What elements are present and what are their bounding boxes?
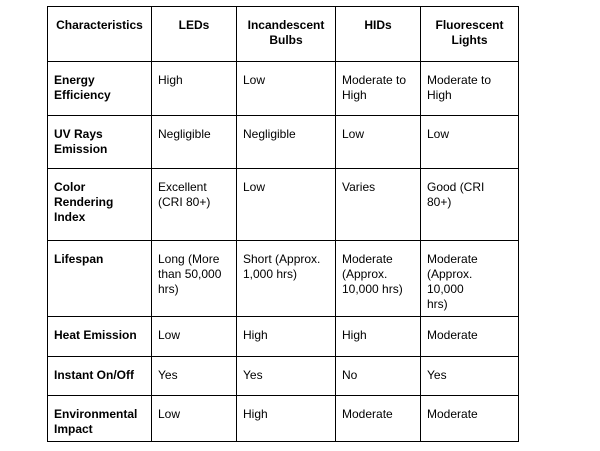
- table-cell: Moderate: [335, 395, 421, 442]
- table-cell: Yes: [151, 356, 237, 396]
- table-cell: High: [151, 61, 237, 116]
- table-row-heat-emission: Heat Emission Low High High Moderate: [47, 316, 519, 357]
- table-cell: Low: [335, 115, 421, 169]
- table-cell: Short (Approx. 1,000 hrs): [236, 240, 336, 317]
- row-label-uv-rays-emission: UV Rays Emission: [47, 115, 152, 169]
- table-cell: Low: [151, 316, 237, 357]
- table-cell: Moderate (Approx. 10,000 hrs): [420, 240, 519, 317]
- header-row: Characteristics LEDs Incandescent Bulbs …: [47, 6, 519, 62]
- row-label-lifespan: Lifespan: [47, 240, 152, 317]
- table-cell: Moderate to High: [335, 61, 421, 116]
- header-cell-characteristics: Characteristics: [47, 6, 152, 62]
- table-row-instant-on-off: Instant On/Off Yes Yes No Yes: [47, 356, 519, 396]
- table-row-lifespan: Lifespan Long (More than 50,000 hrs) Sho…: [47, 240, 519, 317]
- table-cell: Low: [420, 115, 519, 169]
- row-label-energy-efficiency: Energy Efficiency: [47, 61, 152, 116]
- header-cell-leds: LEDs: [151, 6, 237, 62]
- table-row-environmental-impact: Environmental Impact Low High Moderate M…: [47, 395, 519, 442]
- table-cell: Negligible: [151, 115, 237, 169]
- header-cell-hids: HIDs: [335, 6, 421, 62]
- table-cell: Long (More than 50,000 hrs): [151, 240, 237, 317]
- header-cell-fluorescent-lights: Fluorescent Lights: [420, 6, 519, 62]
- table-cell: Yes: [236, 356, 336, 396]
- table-cell: Excellent (CRI 80+): [151, 168, 237, 241]
- table-cell: Moderate: [420, 316, 519, 357]
- table-cell: High: [335, 316, 421, 357]
- header-cell-incandescent-bulbs: Incandescent Bulbs: [236, 6, 336, 62]
- table-row-energy-efficiency: Energy Efficiency High Low Moderate to H…: [47, 61, 519, 116]
- table-row-color-rendering-index: Color Rendering Index Excellent (CRI 80+…: [47, 168, 519, 241]
- table-cell: Moderate: [420, 395, 519, 442]
- table-cell: Low: [151, 395, 237, 442]
- row-label-color-rendering-index: Color Rendering Index: [47, 168, 152, 241]
- row-label-environmental-impact: Environmental Impact: [47, 395, 152, 442]
- table-cell: Negligible: [236, 115, 336, 169]
- table-cell: Low: [236, 61, 336, 116]
- table-cell: High: [236, 316, 336, 357]
- row-label-heat-emission: Heat Emission: [47, 316, 152, 357]
- table-cell: Moderate to High: [420, 61, 519, 116]
- table-cell: No: [335, 356, 421, 396]
- table-cell: Moderate (Approx. 10,000 hrs): [335, 240, 421, 317]
- table-cell: High: [236, 395, 336, 442]
- lighting-comparison-table: Characteristics LEDs Incandescent Bulbs …: [47, 6, 519, 442]
- row-label-instant-on-off: Instant On/Off: [47, 356, 152, 396]
- table-row-uv-rays-emission: UV Rays Emission Negligible Negligible L…: [47, 115, 519, 169]
- table-cell: Yes: [420, 356, 519, 396]
- table-cell: Low: [236, 168, 336, 241]
- table-cell: Varies: [335, 168, 421, 241]
- table-cell: Good (CRI 80+): [420, 168, 519, 241]
